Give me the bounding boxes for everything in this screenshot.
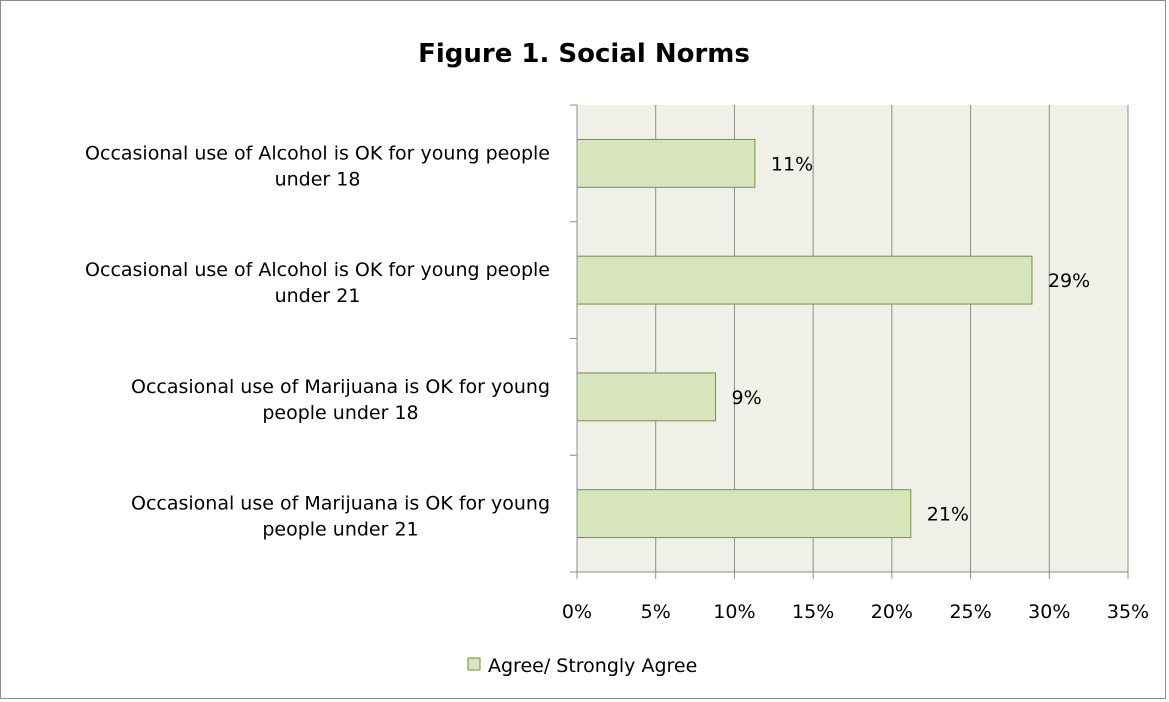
bar [576,372,717,422]
data-label: 29% [1048,270,1090,292]
category-label: Occasional use of Alcohol is OK for youn… [85,259,550,281]
category-label: under 18 [275,168,361,190]
bar [576,255,1033,305]
category-label: people under 21 [262,519,418,541]
category-label: Occasional use of Marijuana is OK for yo… [131,493,550,515]
axes: 0% 5% 10% 15% 20% 25% 30% 35% [562,104,1149,623]
labels: 11% Occasional use of Alcohol is OK for y… [85,142,1090,540]
category-label: under 21 [275,285,361,307]
x-tick-label: 0% [562,601,592,623]
x-tick-label: 35% [1107,601,1149,623]
legend-swatch [467,657,481,671]
category-label: Occasional use of Alcohol is OK for youn… [85,142,550,164]
data-label: 11% [771,153,813,175]
x-tick-label: 15% [792,601,834,623]
data-label: 9% [732,387,762,409]
x-tick-label: 5% [641,601,671,623]
x-tick-label: 25% [949,601,991,623]
bar [576,138,756,188]
chart-title: Figure 1. Social Norms [418,39,750,69]
x-tick-label: 10% [713,601,755,623]
category-label: Occasional use of Marijuana is OK for yo… [131,376,550,398]
legend: Agree/ Strongly Agree [467,655,697,677]
x-tick-label: 30% [1028,601,1070,623]
data-label: 21% [927,504,969,526]
legend-label: Agree/ Strongly Agree [488,655,697,677]
bars [576,138,1033,539]
category-label: people under 18 [262,402,418,424]
bar [576,489,912,539]
x-tick-label: 20% [871,601,913,623]
